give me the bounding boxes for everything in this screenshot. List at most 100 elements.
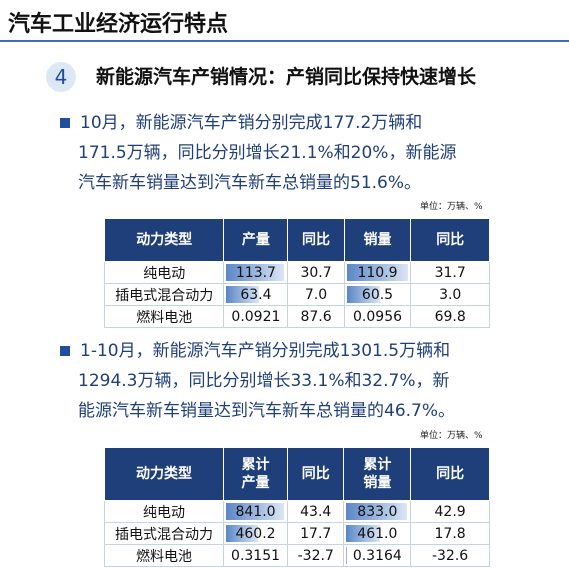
cell-text: 0.3151 [231,547,281,564]
table-row: 纯电动 113.7 30.7 110.9 31.7 [103,261,490,284]
page-title: 汽车工业经济运行特点 [8,12,229,37]
table-cell: -32.7 [286,544,345,567]
cell-text: 纯电动 [143,265,186,282]
data-bar [226,286,259,303]
cell-text: -32.7 [297,547,334,564]
table-cell: 43.4 [286,500,345,523]
header-cell: 同比 [287,218,345,262]
table-cell: 燃料电池 [103,544,225,567]
header-text: 同比 [302,232,331,248]
section-number: 4 [46,62,76,92]
paragraph-line: 汽车新车销量达到汽车新车总销量的51.6%。 [78,173,422,193]
header-cell: 动力类型 [103,218,225,262]
cell-text: 插电式混合动力 [115,287,214,304]
cell-text: 燃料电池 [136,548,193,565]
data-bar [346,286,380,303]
data-bar [226,503,285,520]
header-text: 产量 [241,232,270,248]
table-cell: -32.6 [410,544,490,567]
cell-text: 87.6 [300,308,332,325]
table-cell: 63.4 [223,283,289,306]
header-text: 同比 [436,232,465,248]
header-cell: 累计销量 [343,447,412,501]
table-cell: 17.8 [410,522,490,545]
cell-text: 461.0 [357,525,398,542]
cell-text: 0.0921 [231,308,281,325]
header-text: 动力类型 [136,466,193,482]
paragraph-line: 171.5万辆，同比分别增长21.1%和20%，新能源 [78,143,457,163]
cell-text: 69.8 [434,308,466,325]
bullet [60,118,70,128]
table-row: 插电式混合动力 460.2 17.7 461.0 17.8 [103,522,490,545]
data-bar [226,525,258,542]
unit-label: 单位：万辆、% [420,202,483,212]
cell-text: 110.9 [357,264,398,281]
table-cell: 17.7 [286,522,345,545]
cell-text: 42.9 [434,503,466,520]
table-cell: 0.0921 [223,305,289,328]
header-text: 同比 [301,466,330,482]
cell-text: 31.7 [434,264,466,281]
header-cell: 同比 [410,218,490,262]
header-text: 累计销量 [363,457,392,491]
cell-text: 113.7 [235,264,276,281]
unit-label: 单位：万辆、% [420,431,483,441]
data-bar [346,264,408,281]
table-cell: 460.2 [223,522,288,545]
cell-text: 纯电动 [143,504,186,521]
cell-text: 0.3164 [352,547,402,564]
header-text: 动力类型 [136,232,193,248]
paragraph-line: 能源汽车新车销量达到汽车新车总销量的46.7%。 [78,401,456,421]
table-cell: 87.6 [287,305,345,328]
header-cell: 动力类型 [103,447,225,501]
table-cell: 461.0 [343,522,412,545]
table-row: 纯电动 841.0 43.4 833.0 42.9 [103,500,490,523]
header-text: 同比 [436,466,465,482]
paragraph-line: 10月，新能源汽车产销分别完成177.2万辆和 [80,113,423,133]
header-cell: 累计产量 [223,447,288,501]
header-cell: 销量 [343,218,412,262]
table-cell: 插电式混合动力 [103,283,225,306]
header-text: 累计产量 [241,457,270,491]
table-cell: 插电式混合动力 [103,522,225,545]
table-cell: 60.5 [343,283,412,306]
data-table: 动力类型 累计产量 同比 累计销量 同比纯电动 841.0 43.4 833.0 42.9 插电式… [103,447,490,567]
header-cell: 同比 [286,447,345,501]
header-text: 销量 [363,232,392,248]
cell-text: 43.4 [300,503,332,520]
table-cell: 0.3164 [343,544,412,567]
paragraph-line: 1294.3万辆，同比分别增长33.1%和32.7%，新 [78,371,450,391]
cell-text: 燃料电池 [136,309,193,326]
table-row: 燃料电池 0.0921 87.6 0.0956 69.8 [103,305,490,328]
cell-text: 3.0 [439,286,462,303]
data-bar [226,264,285,281]
paragraph-line: 1-10月，新能源汽车产销分别完成1301.5万辆和 [80,341,451,361]
cell-text: 833.0 [357,503,398,520]
table-cell: 30.7 [287,261,345,284]
table-cell: 110.9 [343,261,412,284]
section-title: 新能源汽车产销情况：产销同比保持快速增长 [96,66,477,88]
table-cell: 31.7 [410,261,490,284]
cell-text: 插电式混合动力 [115,526,214,543]
header-cell: 产量 [223,218,289,262]
table-cell: 42.9 [410,500,490,523]
cell-text: -32.6 [431,547,469,564]
cell-text: 63.4 [240,286,272,303]
table-cell: 3.0 [410,283,490,306]
header-row: 动力类型 累计产量 同比 累计销量 同比 [103,447,490,501]
table-cell: 纯电动 [103,261,225,284]
table-row: 插电式混合动力 63.4 7.0 60.5 3.0 [103,283,490,306]
table-cell: 841.0 [223,500,288,523]
data-table: 动力类型 产量 同比 销量 同比纯电动 113.7 30.7 110.9 31.7 插电式混合动力… [103,218,490,328]
cell-text: 17.8 [434,525,466,542]
cell-text: 460.2 [235,525,276,542]
header-cell: 同比 [410,447,490,501]
title-rule [0,40,569,42]
cell-text: 60.5 [361,286,394,303]
table-cell: 纯电动 [103,500,225,523]
table-row: 燃料电池 0.3151 -32.7 0.3164 -32.6 [103,544,490,567]
table-cell: 833.0 [343,500,412,523]
data-bar [346,525,381,542]
header-row: 动力类型 产量 同比 销量 同比 [103,218,490,262]
